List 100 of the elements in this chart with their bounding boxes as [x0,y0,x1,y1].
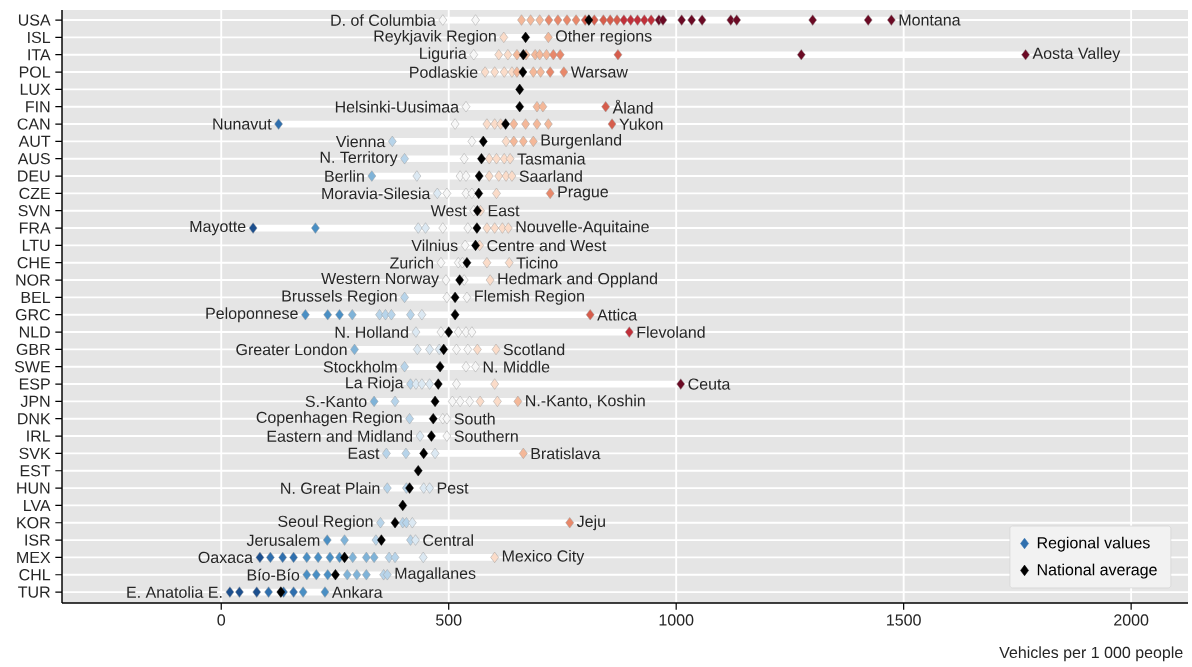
annotation: Montana [899,14,961,26]
y-tick-label: FIN [26,101,50,113]
y-tick-label: SWE [14,361,50,373]
y-tick-label: POL [19,66,51,78]
annotation: N. Middle [483,360,550,373]
legend-label: National average [1037,563,1157,579]
y-tick-label: GRC [15,309,51,321]
y-tick-label: CZE [19,187,50,200]
annotation: Hedmark and Oppland [498,272,657,288]
point [390,517,400,529]
y-tick-label: AUT [18,135,51,147]
y-tick-label: LVA [24,499,51,511]
point [474,187,483,199]
point [477,153,486,165]
point [472,222,482,234]
y-tick-label: GBR [16,343,50,356]
point [377,534,386,546]
annotation: Nunavut [213,118,272,130]
annotation: E. Anatolia E. [127,586,222,598]
annotation: Magallanes [395,567,476,583]
point [398,499,407,511]
annotation: N.-Kanto, Koshin [526,394,645,409]
y-tick-label: ESP [19,378,50,390]
y-tick-label: IRL [27,430,51,442]
annotation: Ticino [516,256,558,269]
annotation: N. Holland [335,326,408,338]
annotation: Helsinki-Uusimaa [335,100,460,113]
y-tick-label: LUX [20,83,51,95]
annotation: Pest [437,482,469,494]
annotation: Seoul Region [278,515,373,531]
x-tick-label: 2000 [1114,614,1149,626]
point [434,378,443,390]
point [515,101,524,113]
point [435,361,445,373]
x-axis-title: Vehicles per 1 000 people [999,646,1183,662]
annotation: Oaxaca [198,551,253,564]
annotation: Tasmania [517,152,586,165]
annotation: East [488,205,520,217]
annotation: West [430,205,467,217]
annotation: Mayotte [190,220,246,236]
annotation: Zurich [390,256,434,269]
point [439,343,448,355]
annotation: Jeju [576,515,605,531]
annotation: Yukon [619,118,663,130]
point [455,274,464,286]
y-tick-label: ITA [28,49,51,61]
point [521,31,530,43]
point [584,14,594,26]
y-tick-label: CHE [17,257,50,269]
annotation: Copenhagen Region [256,411,402,427]
annotation: Åland [612,99,653,114]
point [501,118,510,130]
point [474,170,484,182]
y-tick-label: DNK [18,413,51,425]
point [331,569,340,581]
point [518,66,528,78]
annotation: East [348,447,380,459]
annotation: Other regions [556,29,652,45]
x-tick-label: 0 [217,614,226,626]
point [429,413,438,425]
annotation: S.-Kanto [305,395,367,408]
annotation: Mexico City [502,549,585,565]
y-tick-label: AUS [17,153,50,165]
annotation: Western Norway [321,272,439,288]
text: Regional values [1037,536,1150,552]
annotation: Attica [597,308,638,321]
y-tick-label: SVK [19,447,51,460]
annotation: Aosta Valley [1032,47,1121,63]
y-tick-label: CAN [17,118,50,130]
annotation: Peloponnese [206,307,298,323]
annotation: Warsaw [570,66,628,78]
point [462,257,472,269]
annotation: La Rioja [346,376,404,392]
annotation: N. Great Plain [281,482,380,494]
y-tick-label: JPN [20,395,50,407]
y-tick-label: FRA [19,222,51,234]
annotation: Scotland [503,343,565,356]
annotation: South [454,412,495,425]
annotation: Berlin [325,170,364,182]
point [479,135,488,147]
y-tick-label: BEL [21,291,51,303]
y-tick-label: NLD [19,326,50,338]
y-tick-label: USA [18,14,51,26]
point [419,447,428,459]
y-tick-label: NOR [16,274,50,286]
annotation: Greater London [236,343,347,356]
annotation: Jerusalem [246,534,320,546]
annotation: Flemish Region [475,289,584,305]
point [450,309,460,321]
point [471,239,480,251]
y-tick-label: ISL [28,31,51,44]
point [340,551,349,563]
annotation: Moravia-Silesia [322,187,431,200]
annotation: Central [423,534,473,546]
annotation: Ankara [331,586,383,598]
annotation: Southern [454,430,518,442]
x-tick-label: 500 [436,614,462,626]
annotation: N. Territory [320,151,398,167]
y-tick-label: CHL [19,569,51,581]
y-tick-label: DEU [18,170,50,182]
